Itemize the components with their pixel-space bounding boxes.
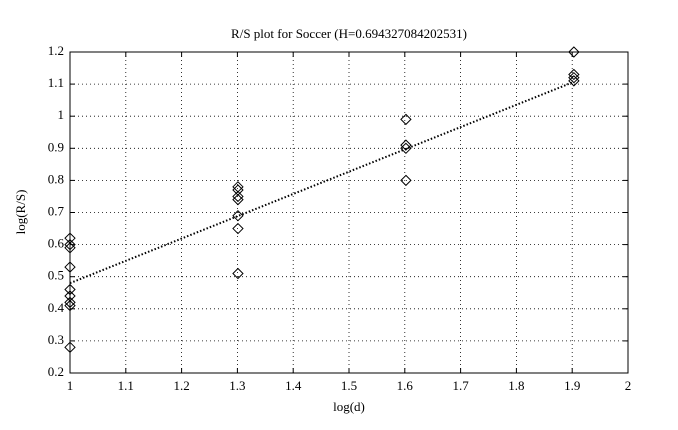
x-tick-label: 1.7 — [452, 378, 469, 393]
plot-frame — [69, 51, 629, 374]
y-tick-label: 0.3 — [48, 332, 64, 347]
data-point — [568, 75, 580, 87]
data-point — [232, 193, 244, 206]
data-point — [568, 71, 580, 84]
y-axis-label: log(R/S) — [13, 190, 28, 235]
y-tick-label: 0.6 — [48, 236, 65, 251]
x-tick-label: 1.6 — [397, 378, 414, 393]
data-point — [64, 296, 76, 309]
data-point — [64, 341, 76, 354]
data-point — [568, 46, 580, 58]
data-point — [64, 242, 76, 254]
y-tick-label: 0.8 — [48, 171, 64, 186]
x-tick-label: 1.8 — [508, 378, 524, 393]
data-point — [232, 222, 244, 235]
data-point — [232, 267, 244, 280]
x-tick-label: 1.9 — [564, 378, 580, 393]
data-point — [232, 210, 244, 222]
x-tick-label: 1.3 — [229, 378, 245, 393]
data-point — [400, 174, 412, 187]
x-tick-label: 1.5 — [341, 378, 357, 393]
y-tick-label: 0.9 — [48, 139, 64, 154]
x-tick-label: 1.2 — [173, 378, 189, 393]
data-point — [64, 283, 76, 296]
y-tick-label: 0.2 — [48, 364, 64, 379]
data-point — [64, 299, 76, 312]
fit-line — [69, 80, 575, 285]
y-tick-label: 0.7 — [48, 203, 65, 218]
y-tick-label: 1 — [58, 107, 65, 122]
x-tick-label: 1.4 — [285, 378, 302, 393]
chart-title: R/S plot for Soccer (H=0.694327084202531… — [231, 26, 467, 41]
y-tick-label: 0.4 — [48, 300, 65, 315]
data-point — [568, 68, 580, 81]
y-tick-label: 1.1 — [48, 75, 64, 90]
data-point — [232, 190, 244, 203]
x-tick-label: 1.1 — [118, 378, 134, 393]
data-point — [400, 142, 412, 155]
data-point — [64, 261, 76, 273]
y-tick-label: 0.5 — [48, 268, 64, 283]
x-tick-label: 1 — [67, 378, 74, 393]
data-point — [64, 238, 76, 251]
x-axis-label: log(d) — [333, 399, 365, 414]
data-point — [400, 139, 412, 151]
y-tick-label: 1.2 — [48, 43, 64, 58]
x-tick-label: 2 — [625, 378, 632, 393]
data-point — [400, 113, 412, 126]
